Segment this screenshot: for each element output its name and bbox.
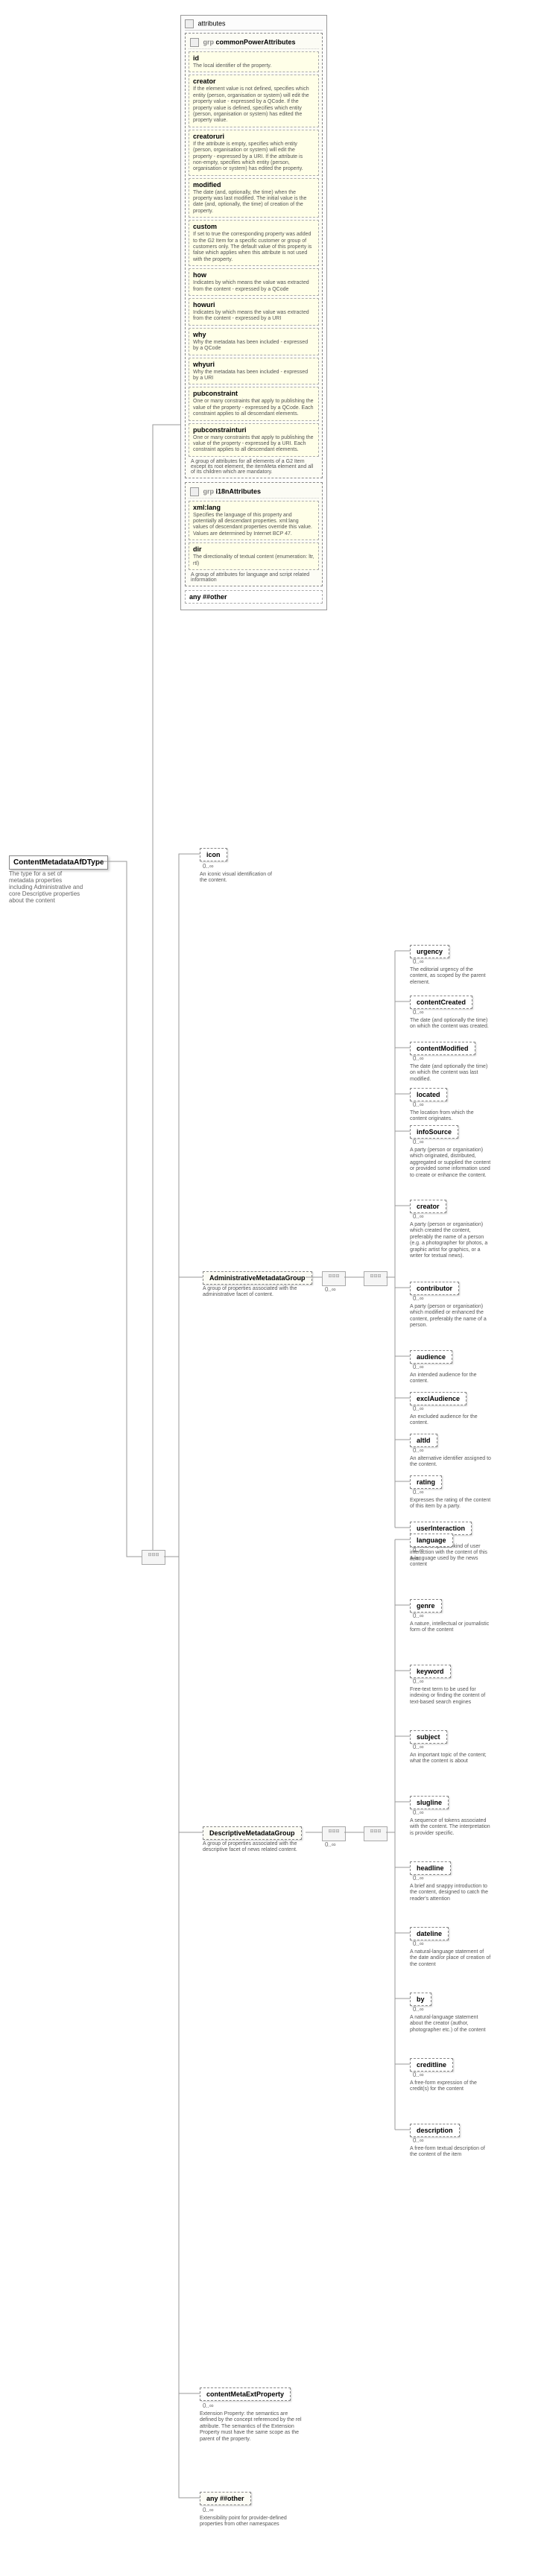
- prefix: grp: [203, 38, 215, 45]
- group-icon: [190, 38, 199, 47]
- attr-xml:lang: xml:langSpecifies the language of this p…: [189, 501, 319, 541]
- attr-modified: modifiedThe date (and, optionally, the t…: [189, 178, 319, 218]
- admin-item-infoSource: infoSource: [410, 1125, 458, 1139]
- attributes-label: attributes: [198, 19, 226, 27]
- admin-item-exclAudience: exclAudience: [410, 1392, 466, 1405]
- attr-id: idThe local identifier of the property.: [189, 51, 319, 72]
- attributes-container: attributes grp commonPowerAttributes idT…: [180, 15, 327, 610]
- group-name: commonPowerAttributes: [216, 38, 296, 45]
- attr-creator: creatorIf the element value is not defin…: [189, 75, 319, 127]
- attr-whyuri: whyuriWhy the metadata has been included…: [189, 358, 319, 385]
- ext-property-node: contentMetaExtProperty: [200, 2387, 291, 2401]
- desc-group-desc: A group of properties associated with th…: [203, 1841, 307, 1854]
- admin-group-node: AdministrativeMetadataGroup: [203, 1271, 312, 1285]
- admin-item-contentModified: contentModified: [410, 1042, 475, 1055]
- attr-pubconstrainturi: pubconstrainturiOne or many constraints …: [189, 423, 319, 457]
- desc-item-keyword: keyword: [410, 1665, 451, 1678]
- desc-item-genre: genre: [410, 1599, 442, 1613]
- root-description: The type for a set of metadata propertie…: [9, 870, 83, 904]
- desc-seq-occ: 0..∞: [325, 1841, 336, 1848]
- admin-group-desc: A group of properties associated with th…: [203, 1286, 307, 1299]
- desc-group-node: DescriptiveMetadataGroup: [203, 1826, 302, 1840]
- group-i18n: grp i18nAttributes xml:langSpecifies the…: [185, 482, 323, 586]
- group-name: i18nAttributes: [216, 487, 262, 495]
- icon-element: icon: [200, 848, 227, 861]
- root-title: ContentMetadataAfDType: [13, 858, 104, 867]
- desc-item-dateline: dateline: [410, 1927, 449, 1940]
- desc-item-slugline: slugline: [410, 1796, 449, 1809]
- admin-item-located: located: [410, 1088, 447, 1101]
- icon-occ: 0..∞: [203, 863, 214, 870]
- group-i18n-title: grp i18nAttributes: [189, 486, 319, 499]
- attr-dir: dirThe directionality of textual content…: [189, 542, 319, 570]
- admin-item-altId: altId: [410, 1434, 437, 1447]
- ext-prop-occ: 0..∞: [203, 2402, 214, 2409]
- prefix: grp: [203, 487, 215, 495]
- any-other-desc: Extensibility point for provider-defined…: [200, 2516, 304, 2528]
- admin-inner-sequence: [364, 1271, 388, 1286]
- desc-item-description: description: [410, 2124, 460, 2137]
- any-other-attr: any ##other: [185, 590, 323, 604]
- group-icon: [190, 487, 199, 496]
- admin-seq-occ: 0..∞: [325, 1286, 336, 1293]
- group-commonPower-title: grp commonPowerAttributes: [189, 37, 319, 49]
- admin-sequence: [322, 1271, 346, 1286]
- group-commonPower: grp commonPowerAttributes idThe local id…: [185, 33, 323, 478]
- admin-item-urgency: urgency: [410, 945, 449, 958]
- main-sequence: [142, 1550, 165, 1565]
- admin-item-audience: audience: [410, 1350, 452, 1364]
- desc-item-by: by: [410, 1993, 431, 2006]
- desc-sequence: [322, 1826, 346, 1841]
- attr-howuri: howuriIndicates by which means the value…: [189, 298, 319, 326]
- desc-item-creditline: creditline: [410, 2058, 453, 2072]
- admin-item-contentCreated: contentCreated: [410, 996, 472, 1009]
- any-other-element: any ##other: [200, 2492, 251, 2505]
- ext-prop-desc: Extension Property: the semantics are de…: [200, 2411, 304, 2443]
- root-type-node: ContentMetadataAfDType: [9, 855, 108, 870]
- group-commonPower-desc: A group of attributes for all elements o…: [189, 459, 319, 475]
- icon-desc: An iconic visual identification of the c…: [200, 872, 274, 884]
- attr-custom: customIf set to true the corresponding p…: [189, 220, 319, 266]
- attr-how: howIndicates by which means the value wa…: [189, 268, 319, 296]
- desc-item-headline: headline: [410, 1861, 451, 1875]
- attr-creatoruri: creatoruriIf the attribute is empty, spe…: [189, 130, 319, 176]
- desc-inner-sequence: [364, 1826, 388, 1841]
- desc-item-subject: subject: [410, 1730, 447, 1744]
- group-i18n-desc: A group of attributes for language and s…: [189, 572, 319, 583]
- admin-item-contributor: contributor: [410, 1282, 459, 1295]
- attributes-header: attributes: [185, 19, 323, 31]
- admin-item-creator: creator: [410, 1200, 446, 1213]
- desc-item-language: language: [410, 1534, 453, 1547]
- attributes-icon: [185, 19, 194, 28]
- any-other-occ: 0..∞: [203, 2507, 214, 2513]
- attr-why: whyWhy the metadata has been included - …: [189, 328, 319, 355]
- admin-item-rating: rating: [410, 1475, 442, 1489]
- attr-pubconstraint: pubconstraintOne or many constraints tha…: [189, 387, 319, 420]
